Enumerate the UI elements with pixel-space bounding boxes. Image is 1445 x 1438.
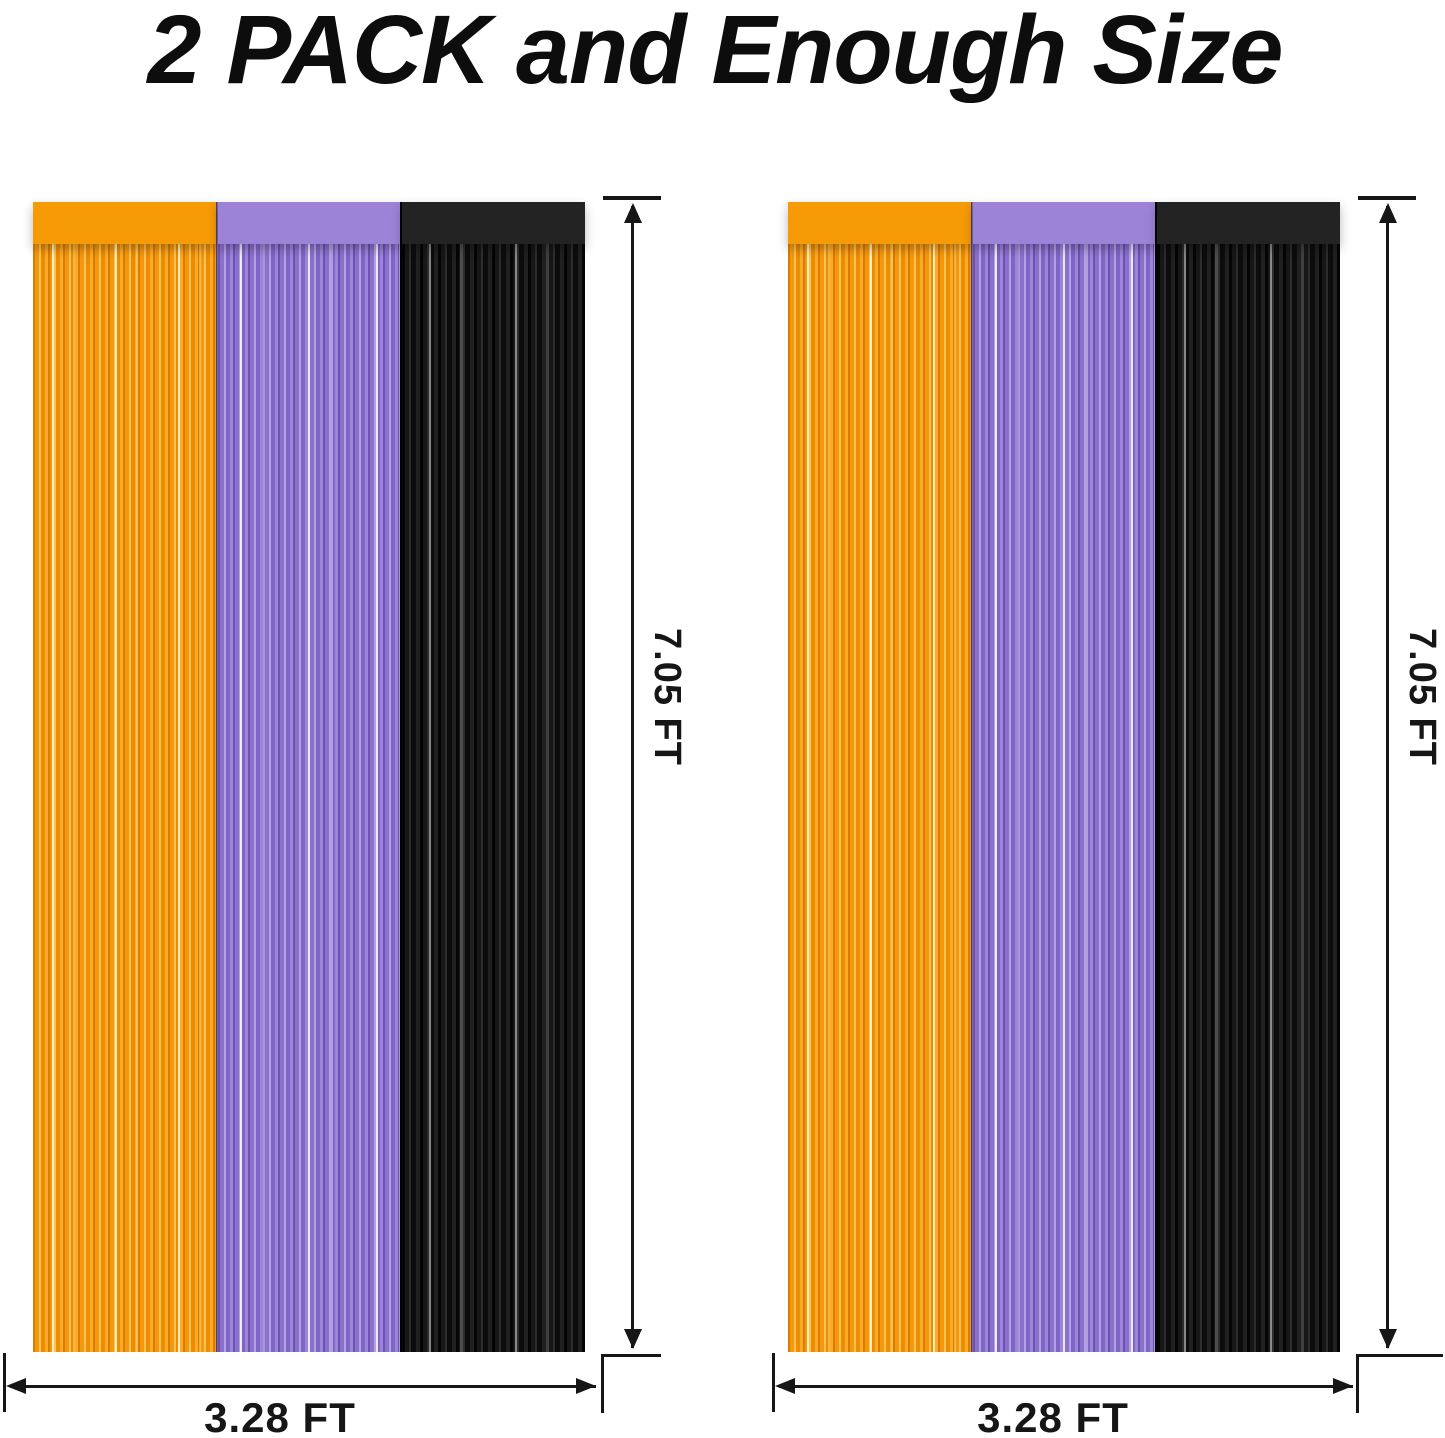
arrow-down-icon [624, 1329, 642, 1349]
arrow-up-icon [1379, 203, 1397, 223]
arrow-up-icon [624, 203, 642, 223]
orange-panel-header [788, 202, 971, 244]
orange-panel-header [33, 202, 216, 244]
width-dimension-line [10, 1385, 596, 1388]
purple-fringe-panel [970, 202, 1156, 1352]
height-dimension-top-tick [1358, 196, 1416, 200]
height-dimension-line [631, 206, 634, 1348]
purple-panel-header [217, 202, 401, 244]
width-dimension-line [779, 1385, 1353, 1388]
arrow-left-icon [6, 1378, 26, 1394]
headline: 2 PACK and Enough Size [147, 0, 1284, 104]
corner-extension-horizontal [601, 1354, 661, 1357]
corner-extension-horizontal [1356, 1354, 1443, 1357]
fringe-curtain [33, 202, 586, 1352]
corner-extension-vertical [1356, 1354, 1359, 1413]
height-dimension-line [1386, 206, 1389, 1348]
black-panel-header [1157, 202, 1341, 244]
corner-extension-vertical [601, 1354, 604, 1413]
arrow-left-icon [775, 1378, 795, 1394]
black-fringe-panel [400, 202, 586, 1352]
black-panel-header [402, 202, 586, 244]
purple-fringe-panel [215, 202, 401, 1352]
orange-fringe-panel [33, 202, 216, 1352]
black-fringe-panel [1155, 202, 1341, 1352]
arrow-right-icon [1333, 1378, 1353, 1394]
purple-panel-header [972, 202, 1156, 244]
fringe-curtain [788, 202, 1341, 1352]
width-label: 3.28 FT [977, 1394, 1129, 1438]
width-dimension-left-tick [772, 1353, 775, 1412]
arrow-right-icon [576, 1378, 596, 1394]
width-label: 3.28 FT [204, 1394, 356, 1438]
height-label: 7.05 FT [646, 628, 688, 766]
width-dimension-left-tick [3, 1353, 6, 1412]
orange-fringe-panel [788, 202, 971, 1352]
arrow-down-icon [1379, 1329, 1397, 1349]
height-label: 7.05 FT [1401, 628, 1443, 766]
height-dimension-top-tick [603, 196, 661, 200]
